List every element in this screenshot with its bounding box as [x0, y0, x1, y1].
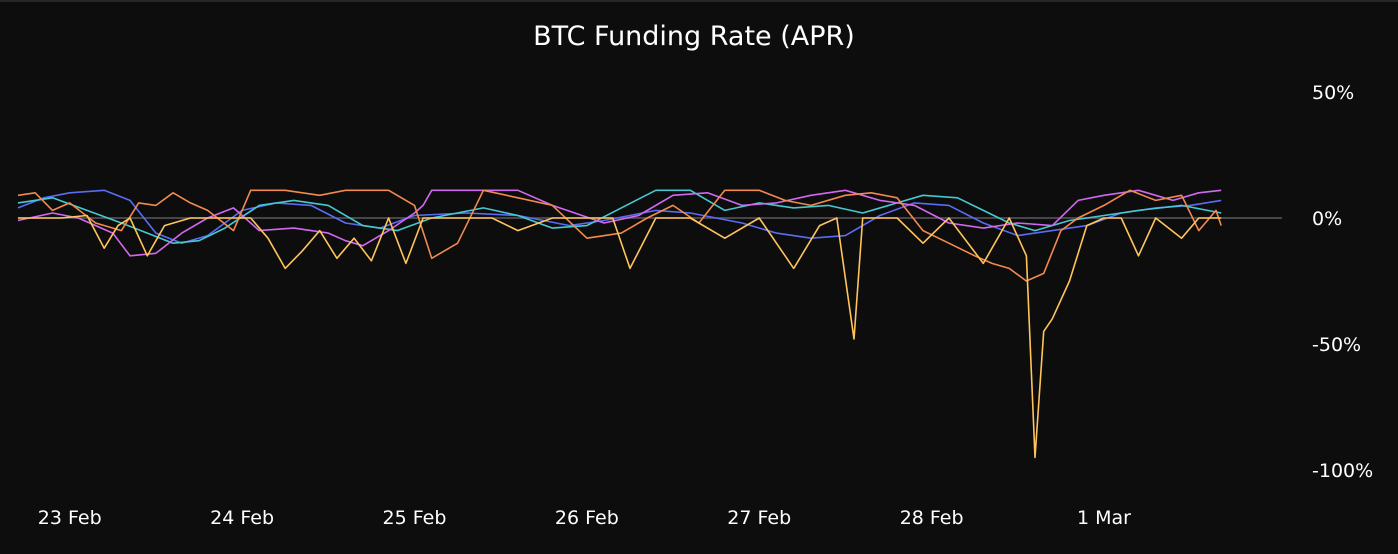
series-line-4 [17, 189, 1222, 282]
y-tick-label: -50% [1312, 334, 1361, 356]
series-line-5 [18, 214, 1222, 459]
x-tick-label: 23 Feb [38, 507, 102, 529]
x-axis-ticks: 23 Feb 24 Feb 25 Feb 26 Feb 27 Feb 28 Feb 1 Ma… [38, 507, 1131, 529]
x-tick-label: 27 Feb [727, 507, 791, 529]
y-axis-ticks: 50% 0% -50% -100% [1312, 82, 1373, 482]
series-line-1 [17, 189, 1222, 244]
y-tick-label: 0% [1312, 208, 1342, 230]
series-line-2 [17, 189, 1222, 244]
y-tick-label: 50% [1312, 82, 1354, 104]
x-tick-label: 28 Feb [900, 507, 964, 529]
chart-title: BTC Funding Rate (APR) [533, 21, 855, 52]
series-group [17, 189, 1222, 459]
x-tick-label: 24 Feb [210, 507, 274, 529]
x-tick-label: 25 Feb [383, 507, 447, 529]
top-divider [0, 0, 1398, 2]
y-tick-label: -100% [1312, 460, 1373, 482]
x-tick-label: 26 Feb [555, 507, 619, 529]
x-tick-label: 1 Mar [1077, 507, 1131, 529]
series-line-3 [17, 189, 1222, 257]
